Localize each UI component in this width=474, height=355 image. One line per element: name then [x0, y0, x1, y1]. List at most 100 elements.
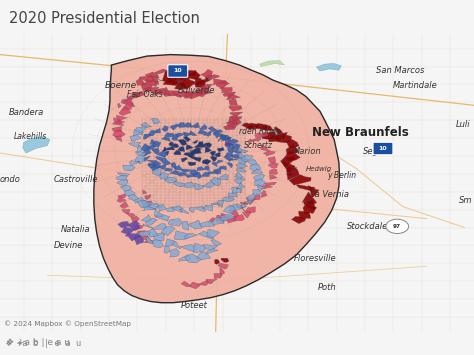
Text: San Marcos: San Marcos	[376, 66, 425, 75]
Polygon shape	[145, 80, 158, 87]
Polygon shape	[115, 135, 122, 142]
Polygon shape	[179, 208, 189, 213]
Polygon shape	[218, 138, 222, 142]
Polygon shape	[147, 163, 157, 168]
Polygon shape	[121, 99, 128, 104]
Polygon shape	[262, 131, 275, 139]
Polygon shape	[112, 120, 124, 126]
Polygon shape	[208, 75, 219, 80]
Polygon shape	[166, 75, 186, 85]
Polygon shape	[213, 132, 221, 138]
Text: 2020 Presidential Election: 2020 Presidential Election	[9, 11, 200, 26]
Polygon shape	[220, 267, 224, 275]
Polygon shape	[162, 159, 171, 165]
Polygon shape	[200, 172, 210, 176]
Polygon shape	[116, 175, 128, 180]
Polygon shape	[264, 182, 276, 186]
Polygon shape	[260, 125, 275, 131]
Polygon shape	[223, 92, 236, 98]
Polygon shape	[189, 208, 196, 213]
Polygon shape	[117, 197, 127, 202]
Polygon shape	[209, 217, 216, 224]
Polygon shape	[169, 141, 174, 146]
Polygon shape	[218, 263, 228, 269]
Polygon shape	[303, 203, 317, 214]
Polygon shape	[169, 66, 182, 78]
Polygon shape	[141, 122, 151, 128]
Polygon shape	[225, 141, 232, 146]
Polygon shape	[151, 166, 161, 171]
Text: Floresville: Floresville	[294, 255, 337, 263]
Polygon shape	[210, 151, 216, 157]
Polygon shape	[292, 216, 306, 224]
Polygon shape	[284, 152, 301, 162]
Polygon shape	[184, 92, 193, 98]
Polygon shape	[146, 218, 157, 225]
Text: Natalia: Natalia	[61, 225, 91, 234]
Polygon shape	[232, 144, 240, 149]
Polygon shape	[228, 139, 238, 144]
Polygon shape	[273, 126, 283, 135]
Polygon shape	[184, 175, 194, 178]
Polygon shape	[160, 172, 169, 179]
Polygon shape	[210, 156, 217, 162]
Polygon shape	[149, 130, 156, 136]
Polygon shape	[141, 150, 151, 156]
Polygon shape	[118, 104, 121, 108]
Polygon shape	[308, 185, 319, 197]
Polygon shape	[117, 173, 130, 177]
Polygon shape	[171, 144, 179, 148]
Polygon shape	[189, 130, 197, 136]
Polygon shape	[147, 203, 160, 210]
Polygon shape	[227, 120, 238, 128]
Polygon shape	[196, 206, 206, 212]
Text: y Berlin: y Berlin	[328, 171, 357, 180]
Text: Poteet: Poteet	[181, 301, 208, 310]
Polygon shape	[197, 252, 211, 260]
Polygon shape	[176, 133, 185, 137]
Polygon shape	[198, 129, 207, 135]
Text: 97: 97	[393, 224, 401, 229]
Polygon shape	[164, 87, 170, 97]
Polygon shape	[179, 91, 191, 97]
Polygon shape	[237, 204, 248, 208]
Polygon shape	[144, 239, 153, 243]
Polygon shape	[136, 126, 146, 133]
Polygon shape	[214, 130, 223, 135]
Polygon shape	[229, 98, 237, 105]
Polygon shape	[179, 255, 191, 262]
Polygon shape	[152, 141, 161, 148]
Text: Boerne: Boerne	[105, 81, 137, 91]
Text: Stockdale: Stockdale	[346, 222, 388, 230]
Polygon shape	[194, 158, 201, 162]
Polygon shape	[225, 143, 234, 148]
Polygon shape	[190, 170, 199, 176]
Polygon shape	[172, 92, 182, 98]
Polygon shape	[237, 158, 248, 164]
Polygon shape	[207, 229, 219, 239]
Polygon shape	[225, 152, 233, 157]
Polygon shape	[281, 156, 296, 168]
Polygon shape	[258, 185, 265, 191]
Polygon shape	[208, 172, 217, 174]
Text: Devine: Devine	[54, 241, 83, 250]
Polygon shape	[263, 150, 275, 156]
Polygon shape	[174, 72, 191, 82]
Polygon shape	[276, 134, 292, 143]
Polygon shape	[143, 224, 153, 228]
Polygon shape	[286, 139, 299, 149]
Polygon shape	[242, 155, 253, 162]
Polygon shape	[291, 167, 297, 171]
Polygon shape	[236, 163, 248, 168]
Polygon shape	[164, 132, 174, 137]
Polygon shape	[127, 97, 132, 100]
Polygon shape	[302, 192, 317, 205]
Polygon shape	[214, 152, 220, 157]
Polygon shape	[211, 202, 221, 205]
Polygon shape	[165, 151, 169, 155]
Polygon shape	[146, 229, 158, 237]
Polygon shape	[174, 165, 183, 170]
Polygon shape	[145, 72, 159, 78]
Polygon shape	[304, 200, 316, 210]
Polygon shape	[229, 158, 237, 160]
